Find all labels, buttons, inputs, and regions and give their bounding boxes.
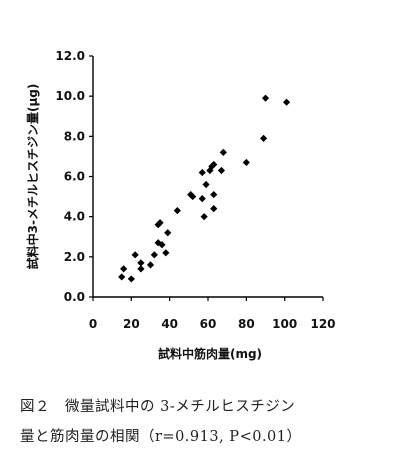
y-axis-title: 試料中3-メチルヒスチジン量(μg) xyxy=(25,84,40,270)
x-axis-ticks: 0 20 40 60 80 100 120 xyxy=(89,297,336,331)
data-point-diamond xyxy=(173,207,181,215)
y-tick-label: 8.0 xyxy=(64,129,85,143)
y-tick-label: 6.0 xyxy=(64,170,85,184)
data-point-diamond xyxy=(282,98,291,106)
data-point-diamond xyxy=(120,265,128,273)
data-point-diamond xyxy=(137,265,145,273)
x-tick-label: 80 xyxy=(238,317,255,331)
x-tick-label: 120 xyxy=(310,317,335,331)
data-point-diamond xyxy=(200,213,208,221)
y-tick-label: 4.0 xyxy=(64,210,85,224)
scatter-chart: 0.02.04.06.08.010.012.0 0 20 40 60 80 100 120 … xyxy=(25,49,336,361)
data-point-diamond xyxy=(242,158,250,167)
data-point-diamond xyxy=(259,134,268,142)
caption-line-1: 図２ 微量試料中の 3-メチルヒスチジン xyxy=(20,399,296,415)
data-point-diamond xyxy=(217,166,226,175)
data-point-diamond xyxy=(219,148,227,156)
data-point-diamond xyxy=(202,180,210,189)
data-point-diamond xyxy=(210,160,218,169)
data-point-diamond xyxy=(150,251,158,259)
data-point-diamond xyxy=(210,205,218,213)
figure-caption: 図２ 微量試料中の 3-メチルヒスチジン 量と筋肉量の相関（r=0.913, P… xyxy=(20,392,392,452)
data-point-diamond xyxy=(137,259,145,267)
x-tick-label: 100 xyxy=(272,317,297,331)
x-tick-label: 60 xyxy=(200,317,217,331)
data-points xyxy=(118,94,291,283)
data-point-diamond xyxy=(118,273,126,281)
x-tick-label: 20 xyxy=(123,317,140,331)
data-point-diamond xyxy=(164,229,172,237)
data-point-diamond xyxy=(127,275,135,283)
data-point-diamond xyxy=(198,168,206,177)
data-point-diamond xyxy=(156,219,164,227)
data-point-diamond xyxy=(198,194,206,203)
data-point-diamond xyxy=(210,190,218,199)
data-point-diamond xyxy=(162,249,170,257)
x-tick-label: 40 xyxy=(161,317,178,331)
x-axis-title: 試料中筋肉量(mg) xyxy=(158,346,262,361)
y-tick-label: 10.0 xyxy=(55,89,85,103)
y-tick-label: 12.0 xyxy=(55,49,85,63)
data-point-diamond xyxy=(158,241,166,249)
y-axis-ticks: 0.0 2.0 4.0 6.0 8.0 10.0 12.0 xyxy=(55,49,93,304)
caption-line-2: 量と筋肉量の相関（r=0.913, P<0.01） xyxy=(20,429,302,445)
data-point-diamond xyxy=(131,251,139,259)
y-tick-label: 2.0 xyxy=(64,250,85,264)
x-tick-label: 0 xyxy=(89,317,97,331)
data-point-diamond xyxy=(146,261,155,269)
data-point-diamond xyxy=(261,94,270,102)
data-point-diamond xyxy=(189,192,197,201)
y-tick-label: 0.0 xyxy=(64,290,85,304)
